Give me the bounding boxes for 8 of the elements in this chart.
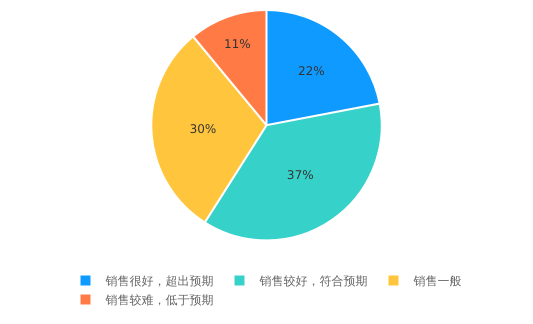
legend-label: 销售一般 (412, 274, 462, 288)
data-label: 22% (298, 64, 325, 78)
legend-label: 销售较难，低于预期 (104, 293, 214, 308)
legend-label: 销售很好，超出预期 (104, 274, 214, 288)
legend-label: 销售较好，符合预期 (258, 274, 368, 288)
data-label: 30% (190, 122, 216, 136)
data-label: 11% (224, 37, 251, 52)
data-label: 37% (286, 168, 314, 182)
